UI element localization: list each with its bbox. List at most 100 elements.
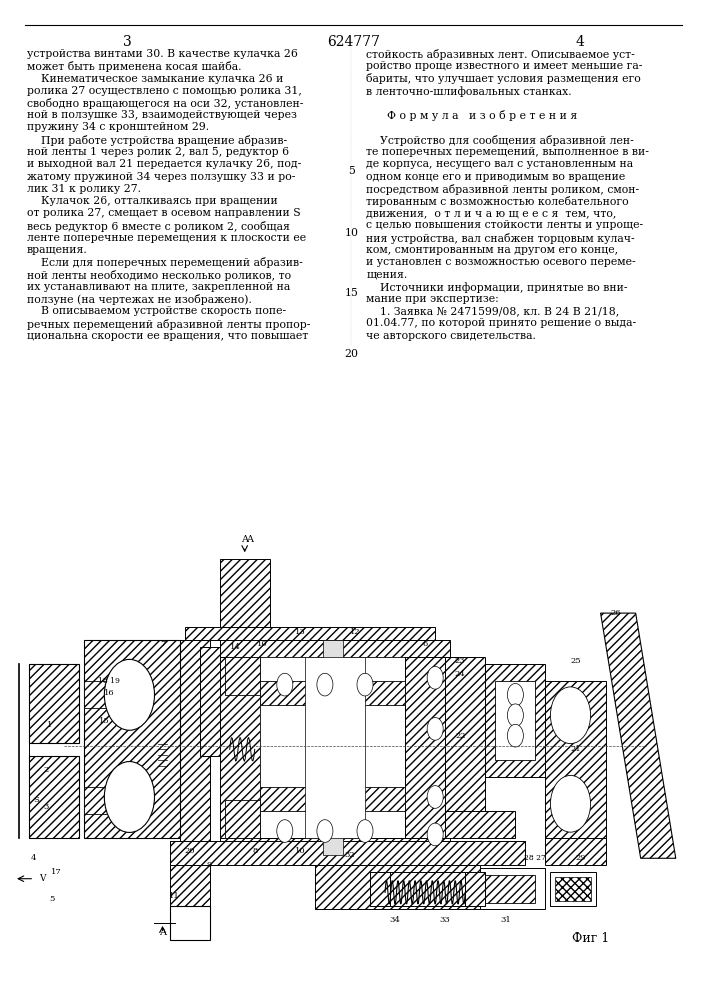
- Text: Ф о р м у л а   и з о б р е т е н и я: Ф о р м у л а и з о б р е т е н и я: [366, 110, 578, 121]
- Text: жатому пружиной 34 через ползушку 33 и ро-: жатому пружиной 34 через ползушку 33 и р…: [27, 172, 296, 182]
- Bar: [496, 681, 535, 760]
- Text: ной ленты необходимо несколько роликов, то: ной ленты необходимо несколько роликов, …: [27, 270, 291, 281]
- Text: Источники информации, принятые во вни-: Источники информации, принятые во вни-: [366, 282, 628, 293]
- Text: 24: 24: [455, 670, 466, 678]
- Circle shape: [276, 820, 293, 842]
- Text: 5: 5: [348, 166, 355, 176]
- Text: устройства винтами 30. В качестве кулачка 26: устройства винтами 30. В качестве кулачк…: [27, 49, 298, 59]
- Bar: [259, 681, 405, 705]
- Bar: [257, 642, 264, 647]
- Text: A: A: [246, 535, 253, 544]
- Text: 01.04.77, по которой принято решение о выда-: 01.04.77, по которой принято решение о в…: [366, 318, 636, 328]
- Bar: [323, 640, 343, 855]
- Bar: [305, 657, 365, 838]
- Bar: [14, 545, 686, 940]
- Text: 4: 4: [575, 35, 584, 49]
- Text: 3: 3: [44, 803, 49, 811]
- Circle shape: [508, 724, 523, 747]
- Text: бариты, что улучшает условия размещения его: бариты, что улучшает условия размещения …: [366, 74, 641, 85]
- Bar: [220, 640, 450, 657]
- Bar: [220, 838, 450, 855]
- Text: де корпуса, несущего вал с установленным на: де корпуса, несущего вал с установленным…: [366, 159, 633, 169]
- Bar: [170, 841, 525, 862]
- Text: 12: 12: [350, 628, 361, 636]
- Text: те поперечных перемещений, выполненное в ви-: те поперечных перемещений, выполненное в…: [366, 147, 649, 157]
- Circle shape: [317, 820, 333, 842]
- Text: ползуне (на чертежах не изображено).: ползуне (на чертежах не изображено).: [27, 294, 252, 305]
- Text: 5: 5: [49, 895, 55, 903]
- Circle shape: [427, 666, 443, 689]
- Text: 31: 31: [500, 916, 510, 924]
- Bar: [269, 642, 276, 647]
- Circle shape: [508, 704, 523, 727]
- Text: 16: 16: [104, 689, 115, 697]
- Bar: [170, 906, 209, 940]
- Bar: [259, 657, 405, 838]
- Text: мание при экспертизе:: мание при экспертизе:: [366, 294, 499, 304]
- Text: ролика 27 осуществлено с помощью ролика 31,: ролика 27 осуществлено с помощью ролика …: [27, 86, 302, 96]
- Text: Кулачок 26, отталкиваясь при вращении: Кулачок 26, отталкиваясь при вращении: [27, 196, 278, 206]
- Bar: [220, 657, 259, 838]
- Polygon shape: [600, 613, 676, 858]
- Text: и установлен с возможностью осевого переме-: и установлен с возможностью осевого пере…: [366, 257, 636, 267]
- Text: че авторского свидетельства.: че авторского свидетельства.: [366, 331, 536, 341]
- Text: 1: 1: [47, 721, 52, 729]
- Text: одном конце его и приводимым во вращение: одном конце его и приводимым во вращение: [366, 172, 626, 182]
- Bar: [233, 642, 240, 647]
- Bar: [245, 642, 252, 647]
- Text: A: A: [241, 535, 248, 544]
- Text: 4: 4: [30, 854, 36, 862]
- Text: свободно вращающегося на оси 32, установлен-: свободно вращающегося на оси 32, установ…: [27, 98, 303, 109]
- Text: щения.: щения.: [366, 270, 407, 280]
- Bar: [185, 627, 436, 640]
- Text: 10: 10: [295, 847, 305, 855]
- Bar: [84, 640, 180, 838]
- Text: Устройство для сообщения абразивной лен-: Устройство для сообщения абразивной лен-: [366, 135, 634, 146]
- Text: 3: 3: [123, 35, 132, 49]
- Circle shape: [508, 683, 523, 706]
- Text: тированным с возможностью колебательного: тированным с возможностью колебательного: [366, 196, 629, 207]
- Text: 28 27: 28 27: [525, 854, 547, 862]
- Text: 1. Заявка № 2471599/08, кл. В 24 В 21/18,: 1. Заявка № 2471599/08, кл. В 24 В 21/18…: [366, 306, 619, 316]
- Text: 29: 29: [575, 854, 586, 862]
- Text: При работе устройства вращение абразив-: При работе устройства вращение абразив-: [27, 135, 287, 146]
- Text: пружину 34 с кронштейном 29.: пружину 34 с кронштейном 29.: [27, 122, 209, 132]
- Circle shape: [551, 687, 590, 744]
- Text: 624777: 624777: [327, 35, 380, 49]
- Text: V: V: [39, 874, 46, 883]
- Bar: [170, 862, 209, 906]
- Circle shape: [427, 786, 443, 808]
- Bar: [259, 787, 405, 811]
- Text: ком, смонтированным на другом его конце,: ком, смонтированным на другом его конце,: [366, 245, 619, 255]
- Text: S: S: [33, 796, 39, 804]
- Bar: [180, 640, 209, 841]
- Text: 26: 26: [610, 609, 621, 617]
- Text: Кинематическое замыкание кулачка 26 и: Кинематическое замыкание кулачка 26 и: [27, 74, 284, 84]
- Text: 10: 10: [344, 228, 358, 237]
- Text: 18 19: 18 19: [98, 677, 120, 685]
- Text: 17: 17: [51, 868, 62, 876]
- Bar: [405, 657, 450, 838]
- Bar: [170, 841, 525, 865]
- Bar: [551, 872, 595, 906]
- Text: ной ленты 1 через ролик 2, вал 5, редуктор 6: ной ленты 1 через ролик 2, вал 5, редукт…: [27, 147, 289, 157]
- Text: 15: 15: [344, 288, 358, 298]
- Bar: [545, 838, 606, 865]
- Text: в ленточно-шлифовальных станках.: в ленточно-шлифовальных станках.: [366, 86, 572, 97]
- Text: 21: 21: [571, 745, 581, 753]
- Bar: [228, 640, 275, 651]
- Bar: [370, 872, 465, 906]
- Text: 20: 20: [185, 847, 195, 855]
- Circle shape: [551, 775, 590, 832]
- Text: 11: 11: [169, 892, 180, 900]
- Bar: [199, 647, 225, 756]
- Text: Если для поперечных перемещений абразив-: Если для поперечных перемещений абразив-: [27, 257, 303, 268]
- Text: 15: 15: [99, 717, 110, 725]
- Text: 8: 8: [252, 847, 257, 855]
- Text: вращения.: вращения.: [27, 245, 88, 255]
- Bar: [465, 872, 485, 906]
- Text: ния устройства, вал снабжен торцовым кулач-: ния устройства, вал снабжен торцовым кул…: [366, 233, 635, 244]
- Bar: [225, 800, 259, 838]
- Text: 13: 13: [295, 628, 305, 636]
- Text: A: A: [159, 928, 166, 937]
